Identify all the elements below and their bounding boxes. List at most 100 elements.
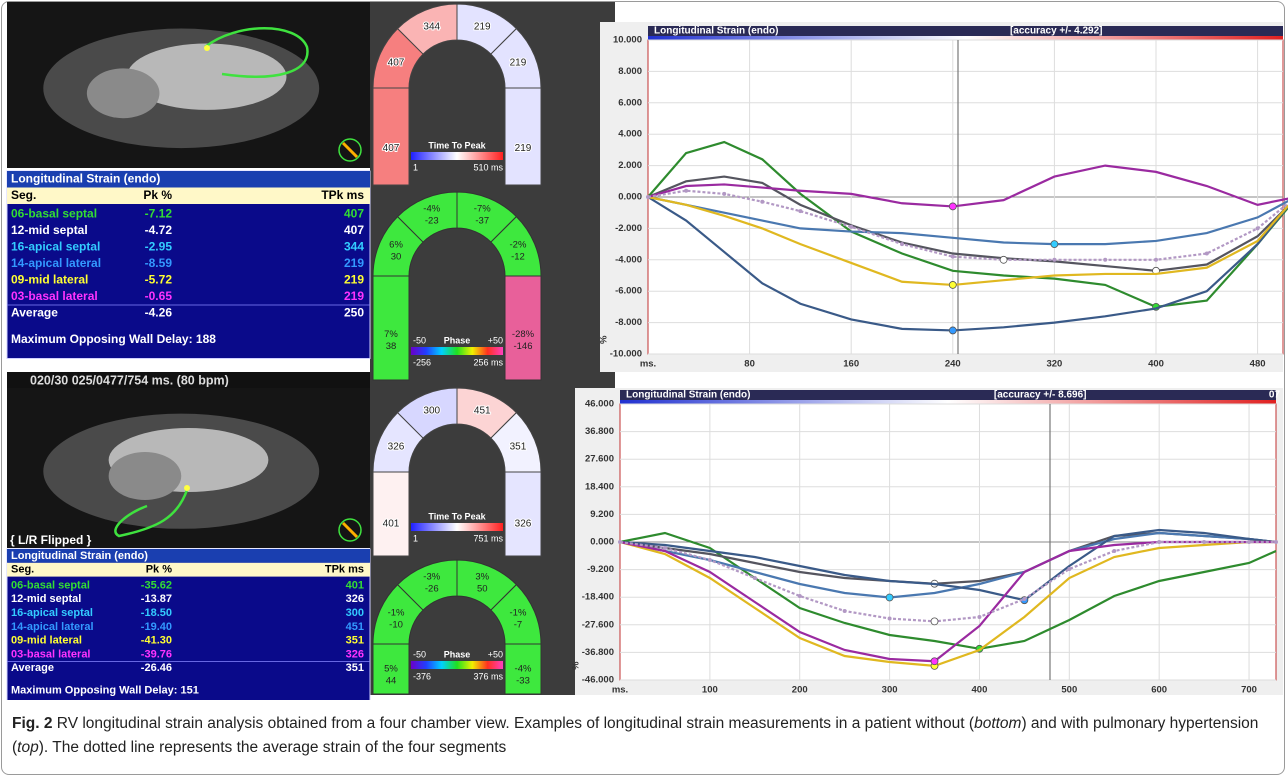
ttp-value: 351: [510, 441, 527, 452]
x-axis-label: ms.: [640, 359, 656, 370]
colorbar-label: 376 ms: [473, 671, 503, 681]
table-cell: -5.72: [145, 272, 173, 286]
table-cell: 14-apical lateral: [11, 621, 94, 633]
y-tick-label: 2.000: [618, 160, 642, 171]
phase-time: 50: [477, 584, 488, 595]
image-label: { L/R Flipped }: [10, 533, 92, 547]
y-axis-label: %: [599, 335, 610, 344]
series-point: [1274, 540, 1278, 544]
table-cell: -13.87: [141, 593, 172, 605]
ttp-value: 407: [383, 143, 400, 154]
phase-percent: -1%: [388, 607, 405, 618]
image-label: 020/30 025/0477/754 ms. (80 bpm): [30, 373, 229, 387]
table-cell: 14-apical lateral: [11, 256, 101, 270]
caption-label: Fig. 2: [12, 715, 52, 732]
chart-title: Longitudinal Strain (endo): [654, 26, 778, 37]
y-tick-label: -8.000: [615, 317, 642, 328]
caption: Fig. 2 RV longitudinal strain analysis o…: [12, 712, 1274, 760]
x-tick-label: 480: [1250, 359, 1266, 370]
caption-text: bottom: [974, 715, 1021, 732]
x-tick-label: 400: [1148, 359, 1164, 370]
ttp-value: 219: [510, 57, 527, 68]
y-tick-label: 46.000: [585, 399, 614, 410]
y-tick-label: -27.600: [582, 619, 614, 630]
table-cell: -2.95: [145, 239, 173, 253]
ttp-value: 451: [474, 406, 491, 417]
caption-text: ). The dotted line represents the averag…: [39, 739, 507, 756]
y-tick-label: -6.000: [615, 286, 642, 297]
table-cell: 219: [344, 256, 364, 270]
colorbar-title: Phase: [444, 335, 471, 345]
table-header: Seg.: [11, 564, 34, 576]
series-point: [977, 615, 981, 619]
x-axis-label: ms.: [612, 685, 628, 696]
table-cell: 407: [344, 206, 364, 220]
peak-marker: [931, 618, 938, 625]
ttp-segment: [505, 472, 541, 556]
series-point: [722, 192, 726, 196]
table-header: TPk ms: [321, 188, 364, 202]
colorbar: [411, 347, 503, 355]
phase-percent: 5%: [384, 664, 398, 675]
colorbar-label: -50: [413, 649, 426, 659]
x-tick-label: 320: [1046, 359, 1062, 370]
ttp-value: 326: [388, 441, 405, 452]
colorbar: [411, 661, 503, 669]
phase-time: -26: [425, 584, 439, 595]
x-tick-label: 100: [702, 685, 718, 696]
series-point: [1247, 540, 1251, 544]
mri-chamber: [109, 452, 182, 500]
table-title: Longitudinal Strain (endo): [11, 550, 148, 562]
y-tick-label: 10.000: [613, 35, 642, 46]
table-cell: -18.50: [141, 607, 172, 619]
y-tick-label: -10.000: [610, 349, 642, 360]
x-tick-label: 80: [744, 359, 755, 370]
phase-time: 44: [386, 676, 397, 687]
ttp-value: 401: [383, 519, 400, 530]
series-point: [888, 617, 892, 621]
series-point: [708, 558, 712, 562]
mri-chamber: [87, 68, 160, 118]
table-cell: 03-basal lateral: [11, 289, 98, 303]
x-tick-label: 160: [843, 359, 859, 370]
phase-time: -23: [425, 216, 439, 227]
series-point: [760, 200, 764, 204]
y-tick-label: 0.000: [590, 537, 614, 548]
peak-marker: [1000, 256, 1007, 263]
colorbar-label: 510 ms: [473, 162, 503, 172]
colorbar-label: -256: [413, 357, 431, 367]
phase-percent: -4%: [515, 664, 532, 675]
x-tick-label: 240: [945, 359, 961, 370]
table-cell: 16-apical septal: [11, 607, 93, 619]
table-cell: -4.72: [145, 223, 173, 237]
table-cell: 351: [346, 662, 364, 674]
caption-text: RV longitudinal strain analysis obtained…: [52, 715, 974, 732]
phase-percent: 6%: [389, 239, 403, 250]
table-cell: 219: [344, 289, 364, 303]
chart-title: Longitudinal Strain (endo): [626, 390, 750, 401]
y-axis-label: %: [571, 661, 582, 670]
table-cell: -35.62: [141, 579, 172, 591]
phase-time: -37: [475, 216, 489, 227]
x-tick-label: 600: [1151, 685, 1167, 696]
x-tick-label: 400: [972, 685, 988, 696]
colorbar: [411, 152, 503, 160]
y-tick-label: -18.400: [582, 592, 614, 603]
series-point: [1202, 540, 1206, 544]
y-tick-label: -9.200: [587, 564, 614, 575]
table-cell: 326: [346, 648, 364, 660]
table-title: Longitudinal Strain (endo): [11, 171, 160, 185]
chart-subtitle: [accuracy +/- 8.696]: [994, 390, 1087, 401]
y-tick-label: 4.000: [618, 129, 642, 140]
table-header: Seg.: [11, 188, 36, 202]
y-tick-label: 6.000: [618, 97, 642, 108]
table-cell: -0.65: [145, 289, 173, 303]
series-point: [1052, 258, 1056, 262]
table-header: TPk ms: [325, 564, 364, 576]
series-point: [849, 225, 853, 229]
x-tick-label: 500: [1061, 685, 1077, 696]
phase-percent: -1%: [510, 607, 527, 618]
table-cell: 16-apical septal: [11, 239, 100, 253]
peak-marker: [949, 203, 956, 210]
series-point: [1157, 540, 1161, 544]
